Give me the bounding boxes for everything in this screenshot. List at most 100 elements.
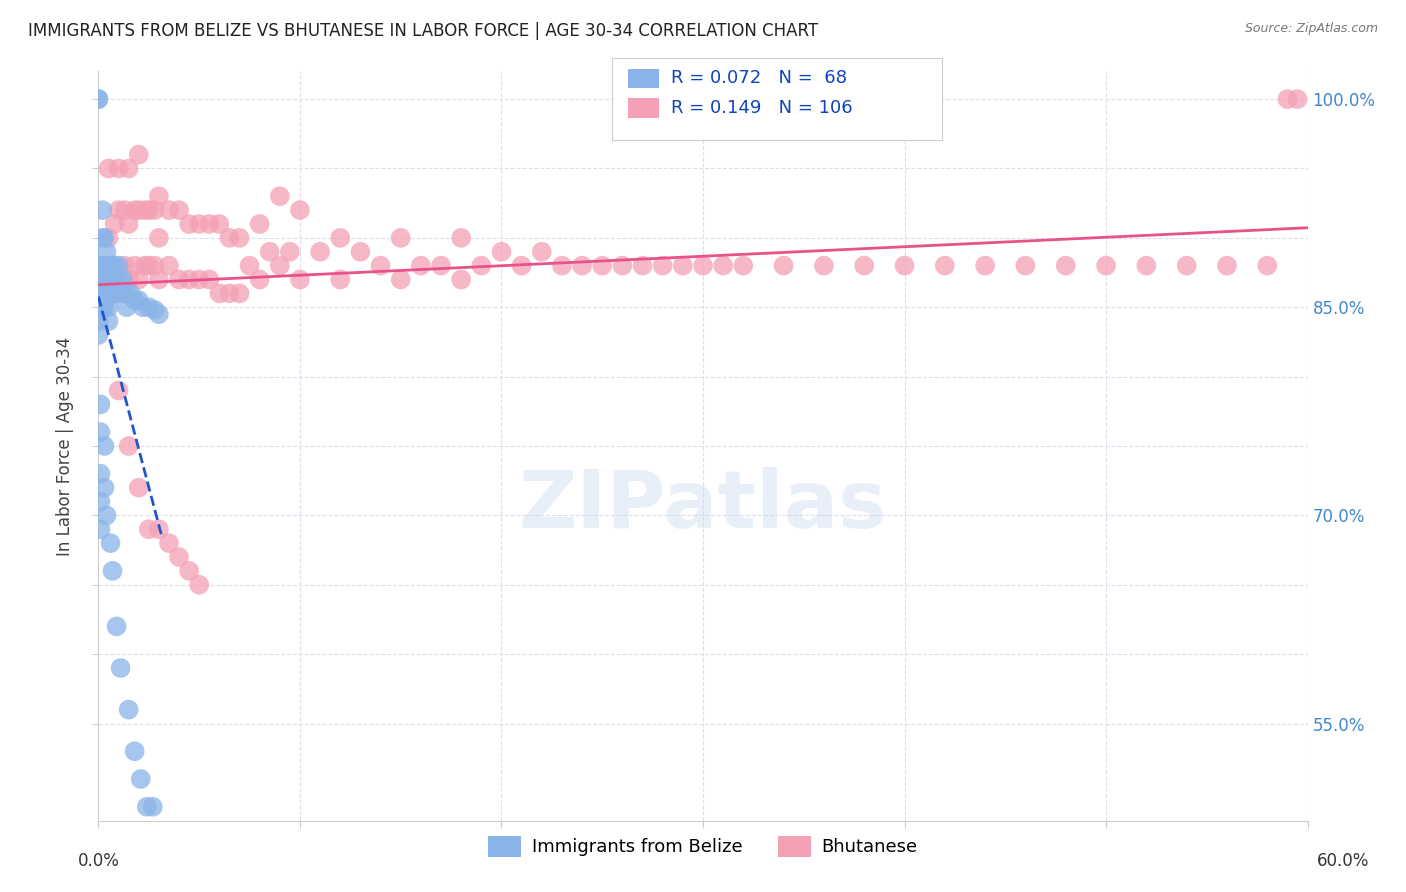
Point bbox=[111, 272, 134, 286]
Point bbox=[91, 231, 114, 245]
Point bbox=[1054, 259, 1077, 273]
Point bbox=[107, 161, 129, 176]
Point bbox=[91, 259, 114, 273]
Point bbox=[87, 314, 110, 328]
Point bbox=[93, 259, 115, 273]
Point bbox=[128, 147, 150, 161]
Point bbox=[107, 203, 129, 218]
Text: Source: ZipAtlas.com: Source: ZipAtlas.com bbox=[1244, 22, 1378, 36]
Point bbox=[134, 259, 156, 273]
Point bbox=[129, 772, 152, 786]
Point bbox=[239, 259, 262, 273]
Point bbox=[167, 272, 190, 286]
Point bbox=[142, 799, 165, 814]
Point bbox=[551, 259, 574, 273]
Point bbox=[103, 259, 125, 273]
Point bbox=[218, 286, 240, 301]
Point bbox=[87, 259, 110, 273]
Point bbox=[370, 259, 392, 273]
Point bbox=[93, 300, 115, 314]
Point bbox=[278, 244, 301, 259]
Text: R = 0.072   N =  68: R = 0.072 N = 68 bbox=[671, 70, 846, 87]
Point bbox=[105, 272, 128, 286]
Point bbox=[124, 259, 146, 273]
Point bbox=[107, 272, 129, 286]
Text: R = 0.149   N = 106: R = 0.149 N = 106 bbox=[671, 99, 852, 117]
Point bbox=[97, 314, 120, 328]
Point bbox=[1095, 259, 1118, 273]
Point bbox=[120, 286, 142, 301]
Text: 0.0%: 0.0% bbox=[77, 852, 120, 870]
Point bbox=[91, 286, 114, 301]
Point bbox=[87, 272, 110, 286]
Point bbox=[100, 536, 122, 550]
Point bbox=[132, 300, 155, 314]
Point bbox=[100, 259, 122, 273]
Point bbox=[87, 286, 110, 301]
Point bbox=[143, 259, 166, 273]
Point bbox=[100, 286, 122, 301]
Point bbox=[157, 203, 180, 218]
Point bbox=[118, 272, 141, 286]
Point bbox=[143, 303, 166, 318]
Point bbox=[103, 217, 125, 231]
Point bbox=[450, 272, 472, 286]
Point bbox=[87, 328, 110, 343]
Point bbox=[87, 300, 110, 314]
Point bbox=[89, 397, 111, 411]
Point bbox=[87, 92, 110, 106]
Point bbox=[228, 286, 250, 301]
Point bbox=[1286, 92, 1309, 106]
Point bbox=[96, 244, 118, 259]
Point bbox=[571, 259, 593, 273]
Point bbox=[470, 259, 492, 273]
Point bbox=[124, 203, 146, 218]
Point bbox=[612, 259, 634, 273]
Point bbox=[450, 231, 472, 245]
Point bbox=[651, 259, 673, 273]
Point bbox=[269, 259, 291, 273]
Point bbox=[974, 259, 997, 273]
Point bbox=[97, 300, 120, 314]
Point bbox=[228, 231, 250, 245]
Point bbox=[148, 272, 170, 286]
Point bbox=[389, 231, 412, 245]
Point bbox=[143, 203, 166, 218]
Point bbox=[157, 259, 180, 273]
Point bbox=[288, 203, 311, 218]
Point bbox=[105, 619, 128, 633]
Point bbox=[97, 286, 120, 301]
Point bbox=[179, 272, 201, 286]
Y-axis label: In Labor Force | Age 30-34: In Labor Force | Age 30-34 bbox=[56, 336, 75, 556]
Point bbox=[692, 259, 714, 273]
Point bbox=[101, 286, 124, 301]
Point bbox=[208, 286, 231, 301]
Point bbox=[91, 272, 114, 286]
Point bbox=[259, 244, 281, 259]
Point bbox=[148, 231, 170, 245]
Point bbox=[530, 244, 553, 259]
Point bbox=[101, 272, 124, 286]
Point bbox=[105, 286, 128, 301]
Point bbox=[128, 481, 150, 495]
Point bbox=[101, 259, 124, 273]
Point bbox=[118, 439, 141, 453]
Point bbox=[96, 259, 118, 273]
Point bbox=[288, 272, 311, 286]
Point bbox=[87, 92, 110, 106]
Point bbox=[89, 467, 111, 481]
Legend: Immigrants from Belize, Bhutanese: Immigrants from Belize, Bhutanese bbox=[481, 829, 925, 864]
Point bbox=[1135, 259, 1157, 273]
Point bbox=[631, 259, 654, 273]
Point bbox=[114, 259, 136, 273]
Point bbox=[349, 244, 371, 259]
Point bbox=[1256, 259, 1278, 273]
Point bbox=[188, 578, 211, 592]
Point bbox=[96, 272, 118, 286]
Point bbox=[269, 189, 291, 203]
Point bbox=[148, 189, 170, 203]
Point bbox=[733, 259, 755, 273]
Point bbox=[128, 293, 150, 308]
Point bbox=[124, 744, 146, 758]
Point bbox=[409, 259, 432, 273]
